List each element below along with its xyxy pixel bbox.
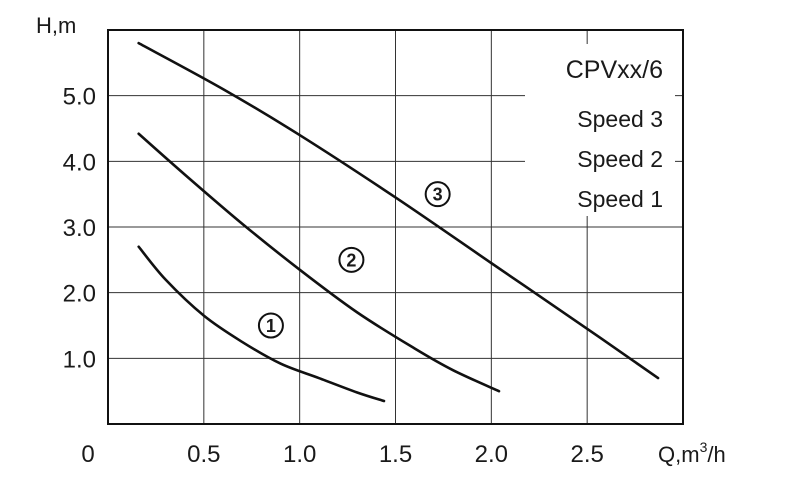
series-marker-circle	[257, 312, 284, 339]
series-lines	[137, 41, 660, 403]
x-tick-label: 2.5	[570, 441, 603, 468]
legend-entry-speed-2: Speed 2	[577, 146, 663, 172]
x-tick-label: 1.5	[379, 441, 412, 468]
x-ticks: 0 0.5 1.0 1.5 2.0 2.5	[81, 441, 604, 468]
series-line-speed-1	[137, 245, 386, 403]
y-tick-label: 3.0	[63, 215, 96, 242]
series-markers: 1 2 3	[257, 181, 451, 339]
y-tick-label: 2.0	[63, 281, 96, 308]
legend-panel	[525, 44, 675, 216]
legend-entry-speed-1: Speed 1	[577, 186, 663, 212]
axes	[107, 29, 684, 425]
y-tick-label: 1.0	[63, 346, 96, 373]
x-tick-label: 1.0	[283, 441, 316, 468]
x-tick-label: 0	[81, 441, 94, 468]
series-marker-circle	[424, 181, 451, 208]
y-tick-label: 5.0	[63, 84, 96, 111]
x-axis-label: Q,m3/h	[658, 439, 726, 467]
x-axis-label-superscript: 3	[700, 439, 708, 455]
x-tick-label: 0.5	[187, 441, 220, 468]
legend-entry-speed-3: Speed 3	[577, 106, 663, 132]
x-axis-label-suffix: /h	[707, 442, 725, 467]
series-line-speed-3	[137, 41, 660, 380]
legend-background	[525, 44, 675, 216]
chart-title: CPVxx/6	[566, 56, 663, 84]
y-ticks: 1.0 2.0 3.0 4.0 5.0	[63, 84, 96, 374]
series-marker-label: 3	[433, 185, 443, 205]
x-axis-label-prefix: Q,m	[658, 442, 700, 467]
y-axis-label: H,m	[36, 13, 76, 38]
y-tick-label: 4.0	[63, 149, 96, 176]
series-marker-label: 2	[346, 250, 356, 270]
plot-frame	[107, 29, 684, 425]
series-line-speed-2	[137, 132, 501, 393]
series-marker-label: 1	[266, 316, 276, 336]
x-tick-label: 2.0	[475, 441, 508, 468]
series-marker-circle	[338, 246, 365, 273]
